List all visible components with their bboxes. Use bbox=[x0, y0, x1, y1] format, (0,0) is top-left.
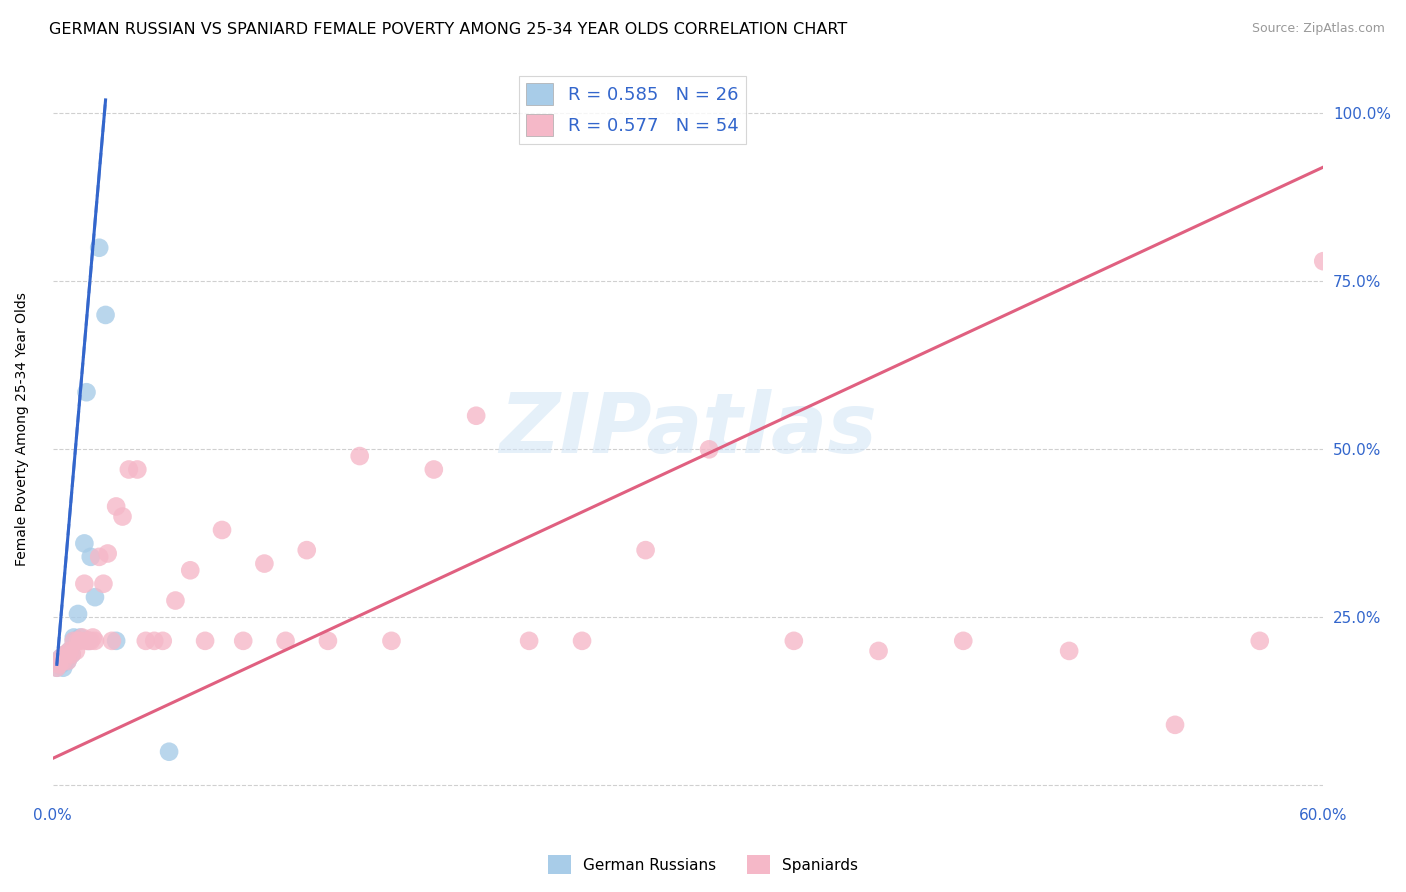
Point bbox=[1312, 254, 1334, 268]
Point bbox=[783, 633, 806, 648]
Point bbox=[62, 633, 84, 648]
Point bbox=[73, 536, 96, 550]
Point bbox=[295, 543, 318, 558]
Point bbox=[194, 633, 217, 648]
Point bbox=[152, 633, 174, 648]
Point bbox=[77, 633, 100, 648]
Point bbox=[60, 648, 83, 662]
Point bbox=[56, 648, 79, 662]
Point bbox=[211, 523, 233, 537]
Point bbox=[84, 590, 107, 604]
Y-axis label: Female Poverty Among 25-34 Year Olds: Female Poverty Among 25-34 Year Olds bbox=[15, 293, 30, 566]
Point bbox=[69, 633, 91, 648]
Point bbox=[52, 661, 75, 675]
Point bbox=[66, 633, 89, 648]
Point bbox=[634, 543, 657, 558]
Point bbox=[349, 449, 371, 463]
Point bbox=[76, 385, 98, 400]
Point bbox=[52, 650, 75, 665]
Point bbox=[77, 633, 100, 648]
Point bbox=[274, 633, 297, 648]
Point bbox=[127, 462, 149, 476]
Point bbox=[53, 648, 76, 662]
Point bbox=[82, 631, 104, 645]
Point bbox=[45, 661, 67, 675]
Point bbox=[105, 633, 128, 648]
Point bbox=[517, 633, 540, 648]
Point bbox=[65, 644, 87, 658]
Point bbox=[118, 462, 141, 476]
Point bbox=[62, 633, 84, 648]
Point bbox=[56, 654, 79, 668]
Point bbox=[1249, 633, 1271, 648]
Point bbox=[465, 409, 488, 423]
Point bbox=[165, 593, 187, 607]
Point bbox=[94, 308, 117, 322]
Point bbox=[232, 633, 254, 648]
Point bbox=[111, 509, 134, 524]
Point bbox=[73, 576, 96, 591]
Text: GERMAN RUSSIAN VS SPANIARD FEMALE POVERTY AMONG 25-34 YEAR OLDS CORRELATION CHAR: GERMAN RUSSIAN VS SPANIARD FEMALE POVERT… bbox=[49, 22, 848, 37]
Point bbox=[49, 650, 72, 665]
Point bbox=[53, 654, 76, 668]
Point bbox=[52, 654, 75, 668]
Point bbox=[143, 633, 166, 648]
Point bbox=[571, 633, 593, 648]
Point bbox=[49, 650, 72, 665]
Point bbox=[157, 745, 180, 759]
Point bbox=[93, 576, 115, 591]
Point bbox=[697, 442, 720, 457]
Text: ZIPatlas: ZIPatlas bbox=[499, 389, 877, 470]
Point bbox=[72, 631, 94, 645]
Point bbox=[97, 547, 120, 561]
Point bbox=[62, 631, 84, 645]
Point bbox=[253, 557, 276, 571]
Point bbox=[89, 549, 111, 564]
Legend: German Russians, Spaniards: German Russians, Spaniards bbox=[541, 849, 865, 880]
Point bbox=[56, 654, 79, 668]
Point bbox=[45, 661, 67, 675]
Point bbox=[58, 644, 80, 658]
Point bbox=[48, 654, 70, 668]
Point bbox=[69, 631, 91, 645]
Point bbox=[49, 657, 72, 672]
Point bbox=[1164, 718, 1187, 732]
Point bbox=[316, 633, 339, 648]
Point bbox=[60, 648, 83, 662]
Point bbox=[101, 633, 124, 648]
Point bbox=[868, 644, 890, 658]
Point bbox=[423, 462, 446, 476]
Point bbox=[135, 633, 157, 648]
Point bbox=[53, 648, 76, 662]
Legend: R = 0.585   N = 26, R = 0.577   N = 54: R = 0.585 N = 26, R = 0.577 N = 54 bbox=[519, 76, 745, 144]
Point bbox=[80, 549, 103, 564]
Point bbox=[89, 241, 111, 255]
Point bbox=[380, 633, 402, 648]
Point bbox=[84, 633, 107, 648]
Point bbox=[80, 633, 103, 648]
Point bbox=[105, 500, 128, 514]
Point bbox=[179, 563, 201, 577]
Point bbox=[76, 633, 98, 648]
Point bbox=[65, 633, 87, 648]
Point bbox=[58, 644, 80, 658]
Point bbox=[48, 657, 70, 672]
Point bbox=[1057, 644, 1080, 658]
Text: Source: ZipAtlas.com: Source: ZipAtlas.com bbox=[1251, 22, 1385, 36]
Point bbox=[952, 633, 974, 648]
Point bbox=[66, 607, 89, 621]
